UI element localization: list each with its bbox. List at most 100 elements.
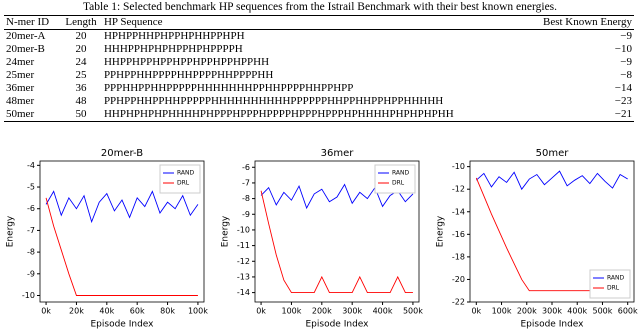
header-cell: Best Known Energy <box>523 15 634 30</box>
legend-box <box>374 164 416 194</box>
legend-label: RAND <box>607 275 625 282</box>
table-row: 20mer-A 20 HPHPPHHPHPPHPHHPPHPH −9 <box>4 30 634 44</box>
table-caption: Table 1: Selected benchmark HP sequences… <box>82 1 558 13</box>
y-tick-label: -12 <box>237 257 250 266</box>
x-tick-label: 600k <box>618 307 638 316</box>
chart-title: 36mer <box>321 148 355 159</box>
table-cell: −9 <box>620 30 632 42</box>
x-tick-label: 60k <box>130 307 145 316</box>
chart: 36mer -6 -7 -8 -9 -10 -11 -12 -13 -14 0k 100k 200k 30… <box>221 148 424 330</box>
x-tick-label: 500k <box>593 307 613 316</box>
x-axis-label: Episode Index <box>306 320 370 330</box>
table-row: 25mer 25 PPHPPHHPPPPHHPPPPHHPPPPHH −8 <box>4 69 634 82</box>
y-tick-label: -6 <box>242 163 250 172</box>
x-tick-label: 0k <box>471 307 481 316</box>
table: N-mer ID Length HP Sequence Best Known Ener… <box>4 15 634 122</box>
legend-box <box>589 269 631 299</box>
chart: 20mer-B -4 -5 -6 -7 -8 -9 -10 0k 20k 40k 60k 80k 100k… <box>6 148 209 330</box>
table-cell: 20 <box>75 30 87 42</box>
y-tick-label: -12 <box>452 185 465 194</box>
table-row: 24mer 24 HHPPHPPHPPHPPHPPHPPHPPHH −9 <box>4 56 634 69</box>
header-cell: N-mer ID <box>4 15 61 30</box>
y-tick-label: -9 <box>27 269 35 278</box>
table-cell: HPHPPHHPHPPHPHHPPHPH <box>103 30 245 42</box>
series-line <box>260 190 413 294</box>
y-tick-label: -8 <box>242 194 250 203</box>
table-cell: 48mer <box>6 95 35 107</box>
table-cell: 24 <box>75 56 87 68</box>
y-tick-label: -7 <box>242 178 250 187</box>
y-tick-label: -20 <box>452 275 465 284</box>
table-cell: 36mer <box>6 82 35 94</box>
legend-label: RAND <box>177 170 195 177</box>
table-row: 48mer 48 PPHPPHHPPHHPPPPPHHHHHHHHHHPPPPPPH… <box>4 95 634 108</box>
y-tick-label: -14 <box>452 207 465 216</box>
y-axis-label: Energy <box>221 215 231 247</box>
x-tick-label: 200k <box>517 307 537 316</box>
y-tick-label: -6 <box>27 204 35 213</box>
table-row: 20mer-B 20 HHHPPHPHPHPPHPHPPPPH −10 <box>4 43 634 56</box>
table-cell: HHPPHPPHPPHPPHPPHPPHPPHH <box>103 56 270 68</box>
header-cell: Length <box>60 15 102 30</box>
y-tick-label: -9 <box>242 210 250 219</box>
table-cell: 24mer <box>6 56 35 68</box>
table-cell: −21 <box>614 108 632 120</box>
x-tick-label: 100k <box>281 307 301 316</box>
table-cell: PPHPPHHPPHHPPPPPHHHHHHHHHHPPPPPPHHPPHHPP… <box>103 95 444 107</box>
x-tick-label: 100k <box>492 307 512 316</box>
y-axis-label: Energy <box>6 215 16 247</box>
chart: 50mer -10 -12 -14 -16 -18 -20 -22 0k 100k 200k 300k… <box>436 148 639 330</box>
table-row: 50mer 50 HHPHPHPHPHHHHPHPPPHPPPHPPPPHPPPHP… <box>4 108 634 122</box>
legend-label: RAND <box>392 170 410 177</box>
table-cell: PPHPPHHPPPPHHPPPPHHPPPPHH <box>103 69 274 81</box>
table-row: 36mer 36 PPPHHPPHHPPPPPHHHHHHHPPHHPPPPHHPP… <box>4 82 634 95</box>
table-cell: HHPHPHPHPHHHHPHPPPHPPPHPPPPHPPPHPPPHPHHH… <box>103 108 454 120</box>
x-tick-label: 0k <box>41 307 51 316</box>
table-cell: −8 <box>620 69 632 81</box>
table-cell: 50 <box>75 108 87 120</box>
table-cell: 48 <box>75 95 87 107</box>
table-cell: 20mer-A <box>6 30 46 42</box>
series-line <box>476 170 628 191</box>
table-cell: 50mer <box>6 108 35 120</box>
x-tick-label: 20k <box>69 307 84 316</box>
y-tick-label: -8 <box>27 248 35 257</box>
series-line <box>45 190 199 224</box>
chart-title: 20mer-B <box>101 148 143 159</box>
x-tick-label: 100k <box>188 307 208 316</box>
x-tick-label: 500k <box>403 307 423 316</box>
y-axis-label: Energy <box>436 215 446 247</box>
legend-label: DRL <box>607 285 620 292</box>
y-tick-label: -18 <box>452 252 465 261</box>
table-cell: −10 <box>614 43 632 55</box>
x-tick-label: 400k <box>567 307 587 316</box>
x-tick-label: 0k <box>256 307 266 316</box>
table-cell: 20mer-B <box>6 43 45 55</box>
y-tick-label: -4 <box>27 161 35 170</box>
plot-frame <box>254 160 420 303</box>
table-cell: 25 <box>75 69 87 81</box>
y-tick-label: -10 <box>22 291 35 300</box>
y-tick-label: -11 <box>237 241 250 250</box>
header-cell: HP Sequence <box>101 15 524 30</box>
table-cell: PPPHHPPHHPPPPPHHHHHHHPPHHPPPPHHPPHPP <box>103 82 354 94</box>
table-cell: 25mer <box>6 69 35 81</box>
y-tick-label: -10 <box>452 162 465 171</box>
y-tick-label: -7 <box>27 226 35 235</box>
y-tick-label: -14 <box>237 288 250 297</box>
series-line <box>260 183 414 210</box>
table-cell: −9 <box>620 56 632 68</box>
table-cell: HHHPPHPHPHPPHPHPPPPH <box>103 43 243 55</box>
y-tick-label: -10 <box>237 225 250 234</box>
y-tick-label: -13 <box>237 272 250 281</box>
table-cell: −23 <box>614 95 632 107</box>
x-tick-label: 40k <box>99 307 114 316</box>
series-line <box>45 197 198 296</box>
legend-label: DRL <box>177 180 190 187</box>
legend-label: DRL <box>392 180 405 187</box>
x-tick-label: 200k <box>312 307 332 316</box>
x-axis-label: Episode Index <box>521 320 585 330</box>
legend-box <box>159 164 201 194</box>
x-tick-label: 400k <box>373 307 393 316</box>
